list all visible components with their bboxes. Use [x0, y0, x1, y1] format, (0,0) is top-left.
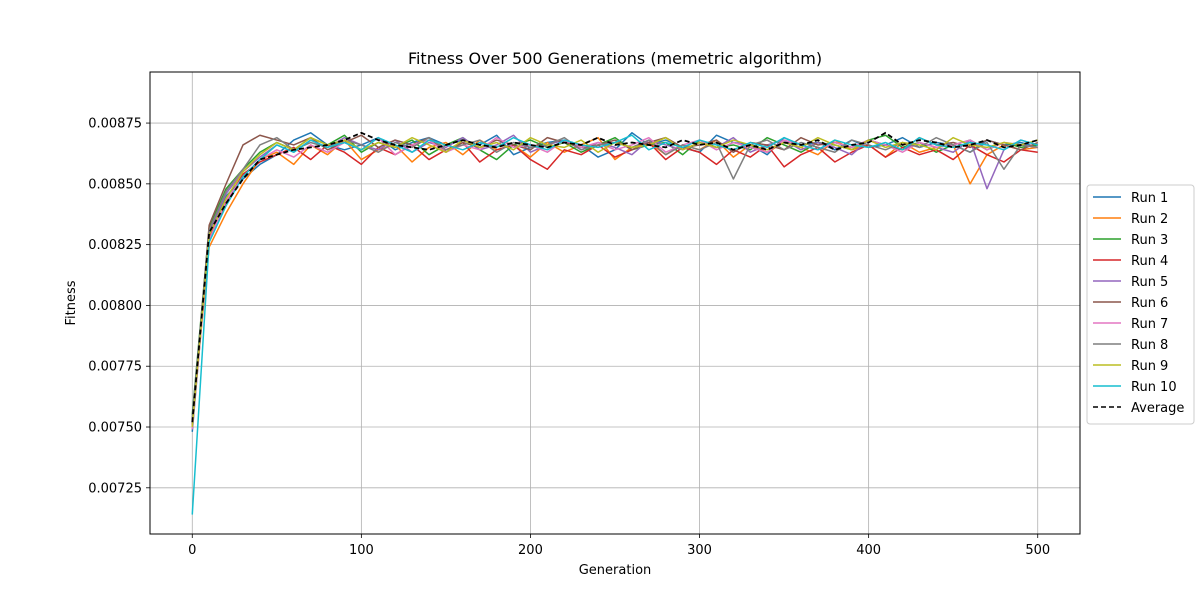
y-tick-label: 0.00875: [88, 117, 142, 132]
legend-label: Run 9: [1131, 359, 1168, 374]
x-tick-label: 500: [1025, 543, 1050, 558]
y-tick-label: 0.00725: [88, 481, 142, 496]
y-tick-label: 0.00825: [88, 238, 142, 253]
y-axis-label: Fitness: [64, 280, 79, 325]
y-tick-label: 0.00775: [88, 360, 142, 375]
legend: Run 1 Run 2 Run 3 Run 4 Run 5 Run 6 Run 7 Run 8…: [1086, 184, 1195, 425]
series-line-3: [191, 134, 1038, 415]
legend-label: Run 2: [1131, 212, 1168, 227]
legend-label: Run 8: [1131, 338, 1168, 353]
legend-label: Run 4: [1131, 254, 1168, 269]
x-tick-label: 400: [856, 543, 881, 558]
x-axis-label: Generation: [579, 563, 652, 578]
legend-label: Run 1: [1131, 191, 1168, 206]
legend-label: Run 3: [1131, 233, 1168, 248]
x-axis: 0 100 200 300 400 500: [188, 534, 1050, 558]
chart-title: Fitness Over 500 Generations (memetric a…: [408, 49, 822, 68]
x-tick-label: 0: [188, 543, 196, 558]
legend-label: Average: [1131, 401, 1184, 416]
legend-label: Run 5: [1131, 275, 1168, 290]
y-axis: 0.00725 0.00750 0.00775 0.00800 0.00825 0.008…: [88, 117, 150, 496]
series-line-11: [191, 131, 1038, 423]
series-layer: [191, 131, 1039, 515]
y-tick-label: 0.00850: [88, 177, 142, 192]
x-tick-label: 100: [349, 543, 374, 558]
series-line-7: [191, 136, 1038, 430]
legend-label: Run 10: [1131, 380, 1177, 395]
y-tick-label: 0.00750: [88, 421, 142, 436]
x-tick-label: 200: [518, 543, 543, 558]
y-tick-label: 0.00800: [88, 299, 142, 314]
x-tick-label: 300: [687, 543, 712, 558]
grid-lines: [150, 72, 1080, 534]
legend-label: Run 7: [1131, 317, 1168, 332]
legend-label: Run 6: [1131, 296, 1168, 311]
plot-area-frame: [149, 71, 1081, 535]
series-line-10: [191, 134, 1038, 515]
